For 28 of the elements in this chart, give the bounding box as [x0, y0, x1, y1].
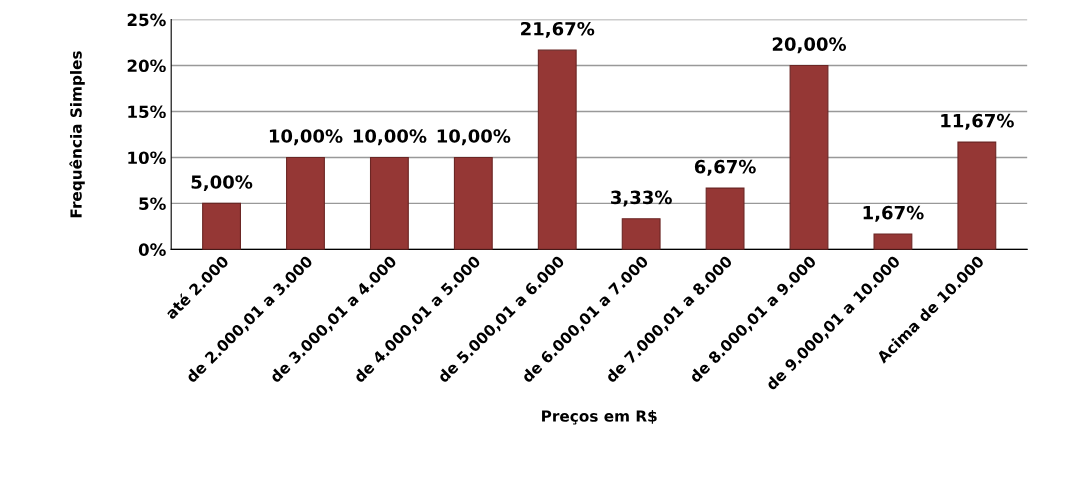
bar	[537, 49, 577, 250]
bar	[705, 187, 745, 250]
y-tick-label: 5%	[139, 197, 166, 210]
data-label: 3,33%	[611, 190, 672, 207]
bar	[957, 141, 997, 250]
data-label: 6,67%	[694, 159, 756, 176]
bar	[789, 64, 829, 250]
bar	[453, 156, 493, 250]
data-label: 11,67%	[941, 113, 1014, 130]
data-label: 10,00%	[437, 129, 511, 146]
y-tick-label: 25%	[127, 13, 166, 27]
x-axis-title: Preços em R$	[542, 410, 657, 425]
bar	[369, 156, 409, 250]
bar	[202, 202, 241, 250]
y-tick-label: 15%	[128, 105, 166, 119]
y-tick-label: 10%	[128, 151, 166, 165]
y-axis-title: Frequência Simples	[69, 51, 85, 218]
y-tick-label: 0%	[138, 243, 166, 256]
data-label: 10,00%	[269, 129, 343, 146]
bar	[286, 156, 325, 250]
bar	[621, 218, 661, 250]
data-label: 10,00%	[353, 129, 427, 146]
y-tick-label: 20%	[127, 59, 166, 73]
data-label: 5,00%	[191, 175, 253, 192]
data-label: 20,00%	[772, 37, 847, 54]
bar	[873, 233, 913, 250]
data-label: 21,67%	[521, 21, 595, 38]
data-label: 1,67%	[863, 205, 924, 222]
